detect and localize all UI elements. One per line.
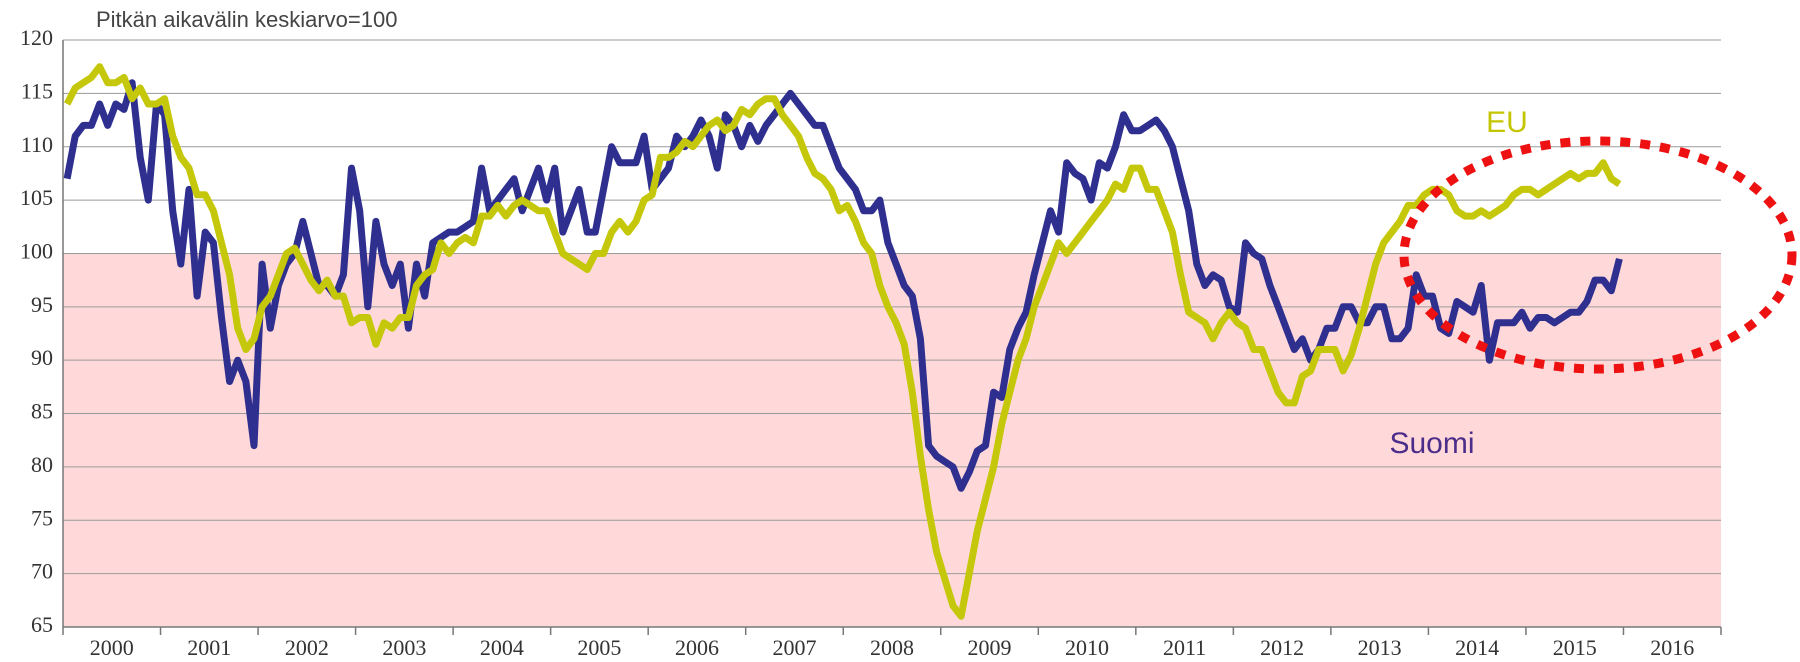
x-tick-label: 2013 bbox=[1358, 635, 1402, 660]
x-tick-label: 2015 bbox=[1553, 635, 1597, 660]
series-label: Suomi bbox=[1389, 427, 1474, 460]
y-tick-label: 105 bbox=[20, 185, 53, 210]
x-tick-label: 2011 bbox=[1163, 635, 1206, 660]
y-tick-label: 80 bbox=[31, 452, 53, 477]
x-tick-label: 2001 bbox=[187, 635, 231, 660]
x-tick-label: 2009 bbox=[968, 635, 1012, 660]
highlight-ellipse bbox=[1399, 136, 1797, 374]
y-tick-label: 95 bbox=[31, 292, 53, 317]
y-tick-label: 90 bbox=[31, 345, 53, 370]
series-label: EU bbox=[1486, 106, 1528, 139]
x-tick-label: 2005 bbox=[577, 635, 621, 660]
x-tick-label: 2016 bbox=[1650, 635, 1694, 660]
x-tick-label: 2006 bbox=[675, 635, 719, 660]
y-tick-label: 70 bbox=[31, 559, 53, 584]
x-tick-label: 2008 bbox=[870, 635, 914, 660]
x-tick-label: 2004 bbox=[480, 635, 524, 660]
x-tick-label: 2003 bbox=[382, 635, 426, 660]
x-tick-label: 2010 bbox=[1065, 635, 1109, 660]
x-tick-label: 2000 bbox=[90, 635, 134, 660]
x-tick-label: 2002 bbox=[285, 635, 329, 660]
y-tick-label: 65 bbox=[31, 612, 53, 637]
x-tick-label: 2007 bbox=[772, 635, 816, 660]
y-tick-label: 75 bbox=[31, 505, 53, 530]
x-tick-label: 2012 bbox=[1260, 635, 1304, 660]
series-line bbox=[63, 63, 1622, 620]
y-tick-label: 110 bbox=[21, 132, 53, 157]
y-tick-label: 115 bbox=[21, 78, 53, 103]
x-tick-label: 2014 bbox=[1455, 635, 1499, 660]
chart-subtitle: Pitkän aikavälin keskiarvo=100 bbox=[96, 7, 397, 32]
y-tick-label: 100 bbox=[20, 239, 53, 264]
y-tick-label: 85 bbox=[31, 399, 53, 424]
y-tick-label: 120 bbox=[20, 25, 53, 50]
